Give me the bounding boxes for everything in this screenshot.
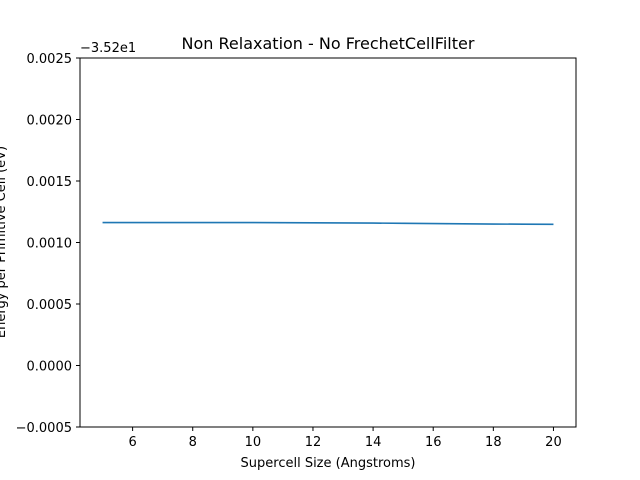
y-tick-label: 0.0000 [27, 360, 73, 375]
axes-frame [79, 57, 577, 428]
x-tick-label: 18 [485, 435, 502, 450]
x-tick-label: 14 [365, 435, 382, 450]
x-tick-label: 10 [245, 435, 262, 450]
x-tick-label: 20 [545, 435, 562, 450]
y-tick-label: 0.0010 [27, 237, 73, 252]
y-axis-ticks: −0.0005 0.0000 0.0005 0.0010 0.0015 0.0020 0.0… [16, 52, 80, 436]
series-line [102, 221, 554, 226]
y-tick-label: 0.0020 [27, 114, 73, 129]
y-tick-label: 0.0005 [27, 298, 73, 313]
x-tick-label: 16 [425, 435, 442, 450]
y-axis-label: Energy per Primitive Cell (eV) [0, 146, 9, 338]
chart-title: Non Relaxation - No FrechetCellFilter [182, 34, 475, 53]
y-tick-label: −0.0005 [16, 421, 72, 436]
plot-area-content [102, 221, 554, 226]
y-tick-label: 0.0015 [27, 175, 73, 190]
x-tick-label: 6 [128, 435, 136, 450]
x-tick-label: 8 [189, 435, 197, 450]
y-tick-label: 0.0025 [27, 52, 73, 67]
y-axis-offset-label: −3.52e1 [80, 41, 136, 56]
x-axis-ticks: 6 8 10 12 14 16 18 20 [128, 427, 562, 450]
x-axis-label: Supercell Size (Angstroms) [241, 456, 416, 471]
x-tick-label: 12 [305, 435, 322, 450]
